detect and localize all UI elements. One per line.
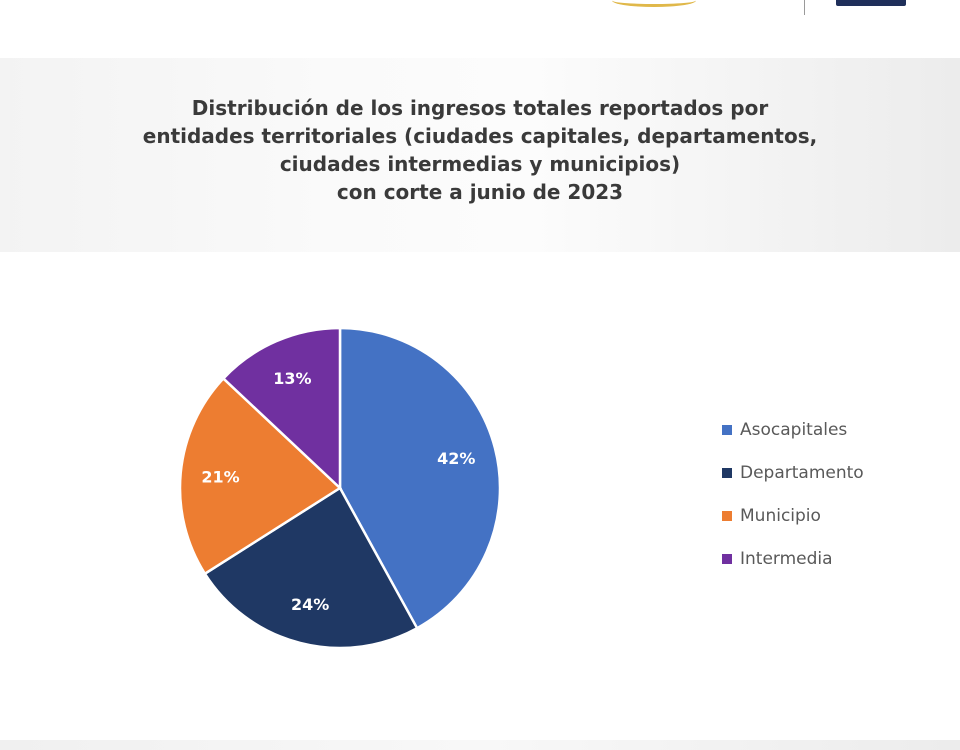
legend-item-municipio: Municipio xyxy=(722,494,864,537)
chart-title-line-1: Distribución de los ingresos totales rep… xyxy=(191,96,769,120)
data-label-asocapitales: 42% xyxy=(437,449,475,468)
chart-title-line-3: ciudades intermedias y municipios) xyxy=(279,152,681,176)
legend-label: Municipio xyxy=(740,505,821,526)
legend-swatch xyxy=(722,424,732,435)
data-label-departamento: 24% xyxy=(291,595,329,614)
top-logo-strip xyxy=(0,0,960,18)
data-label-intermedia: 13% xyxy=(273,369,311,388)
legend-label: Asocapitales xyxy=(740,419,848,440)
legend-label: Intermedia xyxy=(740,548,833,569)
legend-swatch xyxy=(722,553,732,564)
pie-slice-asocapitales xyxy=(338,326,502,630)
chart-title-line-2: entidades territoriales (ciudades capita… xyxy=(142,124,818,148)
logo-divider xyxy=(804,0,805,15)
pie-slice-municipio xyxy=(178,376,343,576)
pie-chart: 42% 24% 21% 13% xyxy=(178,326,502,650)
pie-slices xyxy=(178,326,502,650)
chart-title: Distribución de los ingresos totales rep… xyxy=(80,94,880,206)
legend-item-intermedia: Intermedia xyxy=(722,537,864,580)
pie-data-labels: 42% 24% 21% 13% xyxy=(201,369,475,614)
pie-slice-departamento xyxy=(203,486,419,650)
chart-title-line-4: con corte a junio de 2023 xyxy=(336,180,624,204)
pie-slice-intermedia xyxy=(221,326,342,491)
legend-swatch xyxy=(722,467,732,478)
logo-arc-icon xyxy=(612,0,696,7)
header-band xyxy=(0,58,960,252)
footer-band xyxy=(0,740,960,750)
legend-item-asocapitales: Asocapitales xyxy=(722,408,864,451)
legend-item-departamento: Departamento xyxy=(722,451,864,494)
data-label-municipio: 21% xyxy=(201,468,239,487)
certification-badge-icon xyxy=(836,0,906,6)
legend-label: Departamento xyxy=(740,462,864,483)
chart-legend: Asocapitales Departamento Municipio Inte… xyxy=(722,408,864,580)
legend-swatch xyxy=(722,510,732,521)
